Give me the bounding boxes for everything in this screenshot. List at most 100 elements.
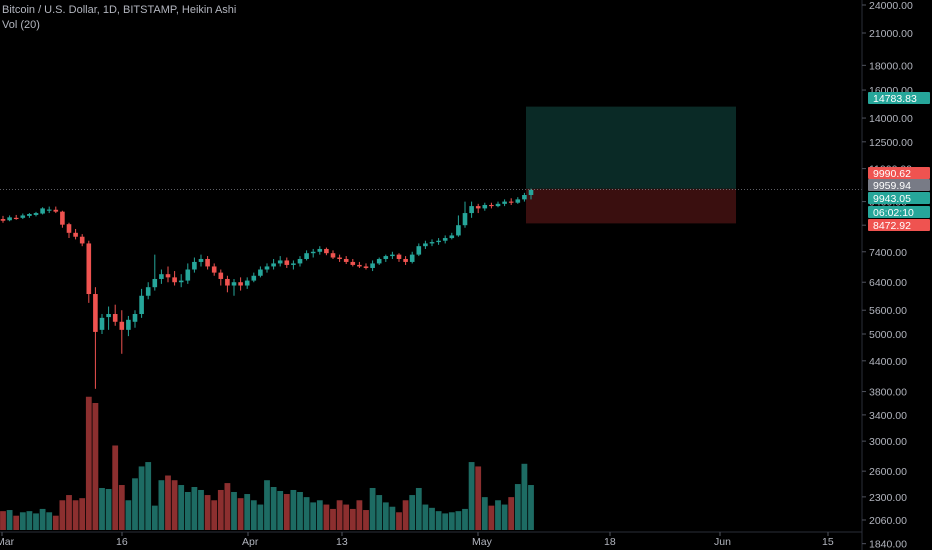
volume-bar <box>138 466 145 530</box>
volume-bar <box>217 489 224 530</box>
candle <box>7 215 12 222</box>
volume-bar <box>442 513 449 530</box>
volume-bar <box>132 478 138 530</box>
price-badge-background <box>868 219 930 231</box>
volume-bar <box>198 489 204 530</box>
candle <box>238 277 243 291</box>
time-tick-label: Mar <box>0 536 15 548</box>
volume-bar <box>79 498 86 530</box>
candle <box>317 246 323 255</box>
volume-bar <box>118 485 125 530</box>
candle-body <box>152 278 158 288</box>
volume-bar <box>59 500 66 530</box>
candle <box>205 256 210 270</box>
candle <box>383 254 389 262</box>
candle <box>429 239 435 247</box>
candle <box>60 210 65 228</box>
candle-body <box>0 219 6 221</box>
candle-body <box>165 274 171 278</box>
candle <box>350 258 356 267</box>
volume-bar <box>6 510 13 530</box>
candle-body <box>231 282 237 286</box>
volume-bar <box>191 486 198 530</box>
candle <box>337 254 342 262</box>
candle-body <box>86 243 92 295</box>
candle-body <box>79 236 85 244</box>
candle-body <box>495 203 501 207</box>
price-badge-background <box>868 206 930 218</box>
candle <box>528 188 534 200</box>
candle-body <box>396 254 402 259</box>
candle <box>363 263 369 270</box>
candle <box>330 250 336 259</box>
time-tick-label: 15 <box>822 536 834 548</box>
candle-body <box>317 248 323 252</box>
candle-body <box>178 280 184 283</box>
candle-body <box>489 204 494 207</box>
price-tick-label: 7400.00 <box>869 247 907 259</box>
candle-body <box>198 258 204 262</box>
candle <box>139 288 144 318</box>
candle <box>145 282 151 300</box>
volume-bar <box>323 504 330 530</box>
candle <box>482 202 488 211</box>
candle-body <box>211 266 217 273</box>
candles <box>0 188 534 389</box>
price-tick-label: 4400.00 <box>869 356 907 368</box>
volume-bar <box>244 494 251 530</box>
candle-body <box>60 211 65 225</box>
price-tick-label: 2060.00 <box>869 515 907 527</box>
price-axis[interactable]: 1640.001840.002060.002300.002600.003000.… <box>861 0 913 550</box>
price-badge-background <box>868 179 930 191</box>
candle-body <box>93 294 98 332</box>
candle <box>231 278 237 296</box>
time-axis[interactable]: Mar 16 Apr 13 May 18 Jun 15 <box>0 531 862 548</box>
price-tick-label: 2600.00 <box>869 466 907 478</box>
volume-bar <box>184 491 191 530</box>
candle <box>93 287 98 389</box>
candle <box>192 257 197 273</box>
candle-body <box>363 266 369 268</box>
candle <box>390 251 395 259</box>
chart-legend: Bitcoin / U.S. Dollar, 1D, BITSTAMP, Hei… <box>2 3 236 33</box>
volume-bar <box>283 494 290 530</box>
candle <box>462 201 468 228</box>
candle-body <box>271 263 276 267</box>
candle <box>159 269 164 284</box>
candle <box>27 213 32 218</box>
candle <box>106 306 111 330</box>
volume-bar <box>448 512 455 530</box>
candle-body <box>20 215 26 218</box>
volume-bar <box>310 502 317 530</box>
volume-bar <box>257 504 264 530</box>
candle-body <box>390 254 395 257</box>
candle <box>396 253 402 262</box>
candle-body <box>53 209 59 212</box>
candle <box>423 240 428 249</box>
volume-bar <box>66 495 72 530</box>
volume-bar <box>13 515 20 530</box>
price-tick-label: 3000.00 <box>869 436 907 448</box>
candle-body <box>528 189 534 196</box>
time-tick-label: 16 <box>116 536 128 548</box>
candle-body <box>502 201 507 204</box>
candle <box>165 266 171 283</box>
candle-body <box>522 195 527 200</box>
price-tick-label: 24000.00 <box>869 0 913 12</box>
candle <box>416 243 422 257</box>
candle-body <box>297 258 303 264</box>
candle-body <box>7 217 12 221</box>
volume-bar <box>389 506 396 530</box>
price-badge-background <box>868 167 930 179</box>
candle-body <box>33 213 39 215</box>
candle-body <box>370 263 375 268</box>
price-tick-label: 1840.00 <box>869 539 907 550</box>
position-zones <box>526 106 736 224</box>
volume-bar <box>462 508 468 530</box>
price-badge: 9943.05 <box>868 192 930 205</box>
volume-bar <box>19 512 26 530</box>
candle-body <box>482 204 488 209</box>
candle <box>251 272 257 283</box>
price-badge-label: 9959.94 <box>873 180 911 192</box>
